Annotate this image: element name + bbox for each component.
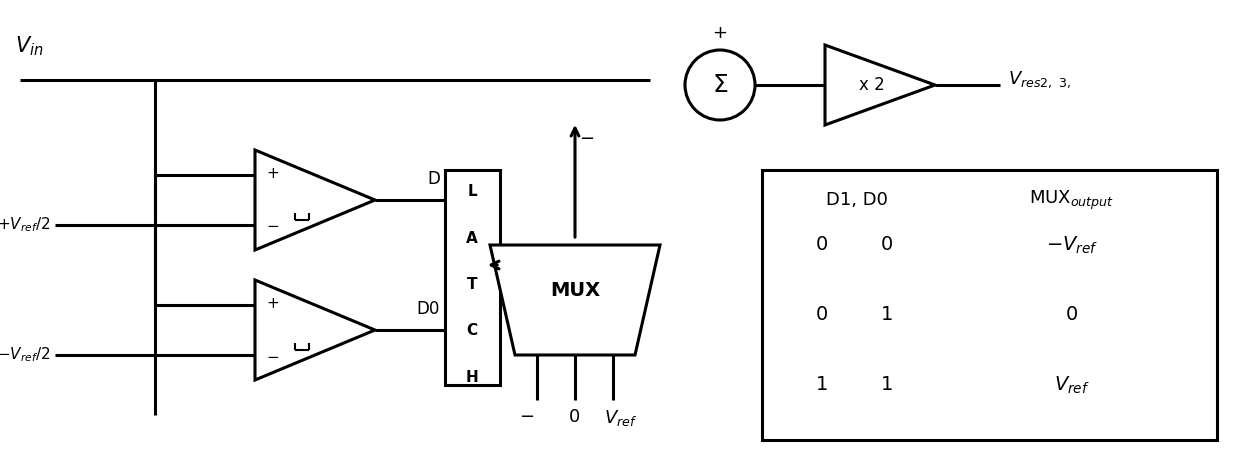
Text: MUX$_{output}$: MUX$_{output}$ [1030, 188, 1115, 211]
Text: $- V_{ref}$: $- V_{ref}$ [1046, 234, 1098, 255]
Text: +: + [267, 296, 279, 310]
Text: −: − [267, 219, 279, 235]
Text: 1: 1 [881, 376, 894, 394]
Text: 1: 1 [816, 376, 828, 394]
Circle shape [685, 50, 755, 120]
Polygon shape [489, 245, 660, 355]
Text: MUX: MUX [550, 280, 599, 299]
Text: D: D [428, 170, 440, 188]
Text: $V_{ref}$: $V_{ref}$ [1054, 374, 1090, 395]
Text: Σ: Σ [712, 73, 728, 97]
Text: −: − [580, 130, 595, 148]
Text: −: − [519, 408, 534, 426]
Text: 1: 1 [881, 306, 894, 324]
Text: $V_{res2,\ 3,}$: $V_{res2,\ 3,}$ [1009, 70, 1072, 90]
Text: 0: 0 [881, 236, 894, 254]
Text: 0: 0 [1065, 306, 1078, 324]
Text: $+V_{ref}/2$: $+V_{ref}/2$ [0, 216, 49, 234]
Text: 0: 0 [816, 306, 828, 324]
Text: 0: 0 [816, 236, 828, 254]
Bar [445, 170, 501, 385]
Text: T: T [467, 277, 477, 292]
Text: $V_{in}$: $V_{in}$ [15, 35, 43, 58]
Bar [763, 170, 1217, 440]
Text: A: A [466, 231, 478, 246]
Polygon shape [824, 45, 934, 125]
Text: L: L [467, 184, 477, 200]
Text: $V_{ref}$: $V_{ref}$ [604, 408, 638, 428]
Text: $-V_{ref}/2$: $-V_{ref}/2$ [0, 346, 49, 364]
Text: D1, D0: D1, D0 [826, 191, 887, 209]
Text: D0: D0 [417, 300, 440, 318]
Polygon shape [255, 150, 375, 250]
Text: +: + [712, 24, 728, 42]
Text: −: − [267, 350, 279, 365]
Text: x 2: x 2 [859, 76, 885, 94]
Text: +: + [267, 166, 279, 181]
Text: C: C [466, 323, 477, 338]
Text: H: H [466, 369, 478, 385]
Text: 0: 0 [570, 408, 581, 426]
Polygon shape [255, 280, 375, 380]
